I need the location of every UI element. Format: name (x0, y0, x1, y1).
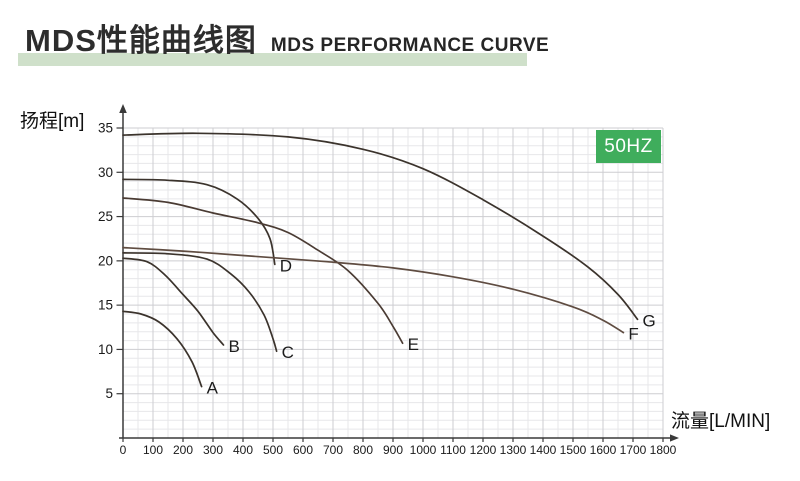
x-tick-label: 1600 (590, 443, 617, 457)
x-axis-arrow-icon (670, 434, 679, 442)
frequency-badge: 50HZ (596, 130, 661, 163)
curve-C (122, 252, 278, 353)
x-axis-tick-labels: 0 100 200 300 400 500 600 700 800 900 1000 1100 1200… (120, 443, 677, 457)
y-axis-title: 扬程[m] (20, 111, 85, 132)
page-header: MDS性能曲线图 MDS PERFORMANCE CURVE (25, 22, 549, 59)
x-tick-label: 1400 (530, 443, 557, 457)
curve-label-C: C (282, 343, 294, 362)
x-tick-label: 0 (120, 443, 127, 457)
page-title-en: MDS PERFORMANCE CURVE (270, 35, 550, 56)
curve-label-G: G (643, 311, 656, 330)
curve-D (122, 178, 276, 266)
x-tick-label: 400 (233, 443, 253, 457)
curve-label-A: A (207, 379, 219, 398)
x-tick-label: 200 (173, 443, 193, 457)
y-tick-label: 35 (98, 121, 113, 136)
x-axis-title: 流量[L/MIN] (671, 411, 771, 432)
y-axis-tick-labels: 5 10 15 20 25 30 35 (98, 121, 113, 402)
y-tick-label: 15 (98, 298, 113, 313)
x-tick-label: 100 (143, 443, 163, 457)
grid-major (123, 127, 664, 438)
y-tick-label: 20 (98, 253, 113, 268)
x-tick-label: 1500 (560, 443, 587, 457)
curve-labels: A B C D E FG (207, 256, 656, 397)
y-axis-arrow-icon (119, 104, 127, 113)
x-tick-label: 800 (353, 443, 373, 457)
y-tick-label: 25 (98, 209, 113, 224)
curve-label-F: F (628, 325, 638, 344)
x-tick-label: 700 (323, 443, 343, 457)
x-tick-label: 1800 (650, 443, 677, 457)
x-tick-label: 500 (263, 443, 283, 457)
curve-F (122, 246, 625, 334)
curve-G (122, 132, 639, 321)
x-tick-label: 1700 (620, 443, 647, 457)
y-tick-label: 10 (98, 342, 113, 357)
y-tick-label: 30 (98, 165, 113, 180)
tick-marks (116, 127, 664, 442)
page-title-zh: MDS性能曲线图 (25, 23, 257, 58)
title-underline-bar (18, 53, 527, 66)
x-tick-label: 1000 (410, 443, 437, 457)
curve-label-D: D (280, 256, 292, 275)
x-tick-label: 1300 (500, 443, 527, 457)
curve-A (122, 310, 203, 388)
axes (119, 104, 679, 442)
curve-label-E: E (408, 335, 419, 354)
x-tick-label: 1200 (470, 443, 497, 457)
x-tick-label: 300 (203, 443, 223, 457)
x-tick-label: 900 (383, 443, 403, 457)
curve-B (122, 257, 225, 346)
curve-E (122, 197, 404, 345)
x-tick-label: 600 (293, 443, 313, 457)
pump-curves (122, 132, 639, 388)
y-tick-label: 5 (105, 386, 113, 401)
curve-label-B: B (229, 337, 240, 356)
x-tick-label: 1100 (440, 443, 466, 457)
